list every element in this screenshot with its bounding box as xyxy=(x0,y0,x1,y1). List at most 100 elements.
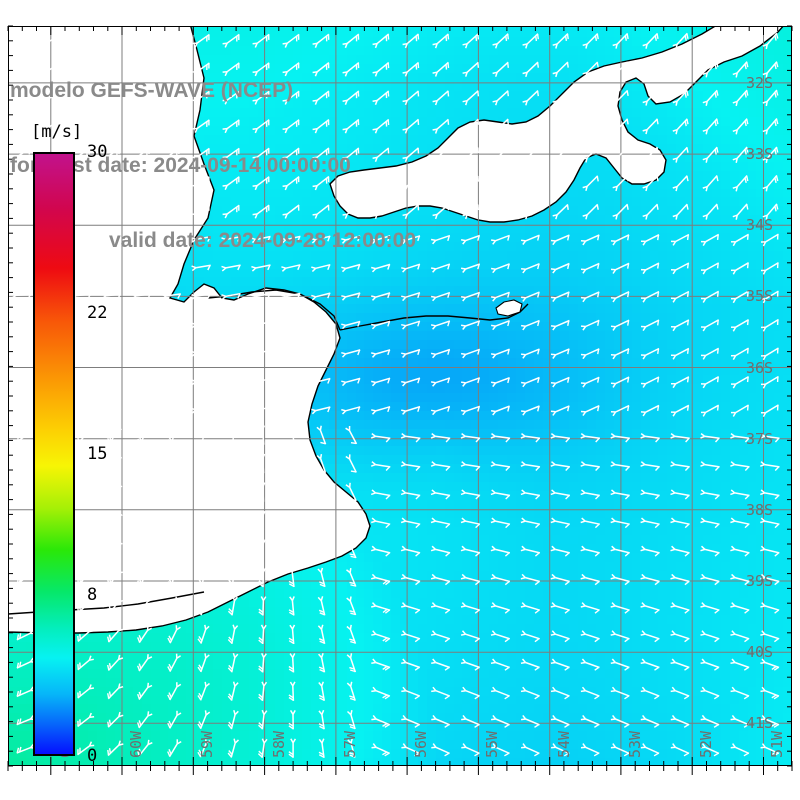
wind-cell xyxy=(302,721,312,732)
wind-cell xyxy=(462,757,472,766)
wind-cell xyxy=(533,730,544,740)
wind-cell xyxy=(720,739,731,749)
wind-cell xyxy=(774,694,784,705)
wind-cell xyxy=(70,748,80,758)
wind-cell xyxy=(310,712,321,723)
wind-cell xyxy=(88,757,98,766)
wind-cell xyxy=(622,739,633,749)
wind-cell xyxy=(221,712,232,723)
wind-cell xyxy=(70,739,80,749)
wind-cell xyxy=(435,739,446,749)
wind-cell xyxy=(284,712,294,723)
wind-cell xyxy=(498,703,508,714)
wind-cell xyxy=(364,712,374,723)
wind-cell xyxy=(328,721,339,732)
wind-cell xyxy=(248,757,259,766)
wind-cell xyxy=(453,721,464,732)
wind-cell xyxy=(711,757,722,766)
wind-cell xyxy=(212,739,223,749)
wind-cell xyxy=(114,712,125,723)
wind-cell xyxy=(16,739,27,749)
wind-cell xyxy=(8,686,18,696)
wind-cell xyxy=(596,721,606,732)
wind-cell xyxy=(720,703,731,714)
wind-cell xyxy=(765,703,775,714)
wind-cell xyxy=(88,694,98,705)
wind-cell xyxy=(596,757,606,766)
wind-cell xyxy=(266,757,276,766)
wind-cell xyxy=(417,694,428,705)
wind-cell xyxy=(453,730,464,740)
wind-cell xyxy=(426,712,437,723)
wind-cell xyxy=(658,757,668,766)
wind-cell xyxy=(783,703,792,714)
wind-cell xyxy=(417,757,428,766)
wind-cell xyxy=(498,721,508,732)
wind-cell xyxy=(560,739,570,749)
wind-cell xyxy=(355,748,366,758)
wind-cell xyxy=(302,694,312,705)
wind-cell xyxy=(747,739,758,749)
wind-cell xyxy=(765,694,775,705)
wind-cell xyxy=(569,703,579,714)
wind-cell xyxy=(230,703,241,714)
wind-cell xyxy=(346,757,357,766)
wind-cell xyxy=(596,748,606,758)
wind-cell xyxy=(613,757,624,766)
wind-cell xyxy=(729,694,740,705)
wind-cell xyxy=(337,703,348,714)
wind-cell xyxy=(355,694,366,705)
wind-cell xyxy=(373,694,383,705)
wind-cell xyxy=(114,694,125,705)
wind-cell xyxy=(471,730,481,740)
wind-cell xyxy=(266,703,276,714)
wind-cell xyxy=(426,748,437,758)
wind-cell xyxy=(569,694,579,705)
wind-cell xyxy=(587,721,597,732)
wind-cell xyxy=(569,739,579,749)
wind-cell xyxy=(8,739,18,749)
wind-cell xyxy=(275,748,285,758)
wind-cell xyxy=(16,721,27,732)
wind-cell xyxy=(622,712,633,723)
wind-cell xyxy=(596,739,606,749)
wind-cell xyxy=(150,757,161,766)
wind-cell xyxy=(515,757,526,766)
wind-cell xyxy=(783,739,792,749)
wind-cell xyxy=(70,686,80,696)
wind-cell xyxy=(400,694,410,705)
wind-cell xyxy=(685,739,695,749)
wind-cell xyxy=(159,721,170,732)
wind-cell xyxy=(293,757,303,766)
wind-cell xyxy=(310,730,321,740)
wind-cell xyxy=(310,703,321,714)
wind-cell xyxy=(658,712,668,723)
wind-cell xyxy=(587,730,597,740)
wind-cell xyxy=(578,748,588,758)
wind-cell xyxy=(230,730,241,740)
wind-cell xyxy=(70,730,80,740)
wind-cell xyxy=(676,703,686,714)
wind-cell xyxy=(587,739,597,749)
wind-cell xyxy=(694,739,704,749)
wind-cell xyxy=(783,694,792,705)
wind-cell xyxy=(685,748,695,758)
wind-cell xyxy=(364,739,374,749)
wind-cell xyxy=(702,721,713,732)
wind-cell xyxy=(186,721,196,732)
wind-cell xyxy=(560,694,570,705)
wind-cell xyxy=(515,703,526,714)
wind-cell xyxy=(783,748,792,758)
wind-cell xyxy=(640,757,651,766)
wind-cell xyxy=(747,757,758,766)
wind-cell xyxy=(667,757,677,766)
wind-cell xyxy=(177,730,187,740)
wind-cell xyxy=(417,739,428,749)
wind-cell xyxy=(364,694,374,705)
wind-cell xyxy=(729,703,740,714)
wind-cell xyxy=(391,757,401,766)
wind-cell xyxy=(596,712,606,723)
wind-cell xyxy=(284,757,294,766)
wind-cell xyxy=(382,730,392,740)
wind-cell xyxy=(248,694,259,705)
